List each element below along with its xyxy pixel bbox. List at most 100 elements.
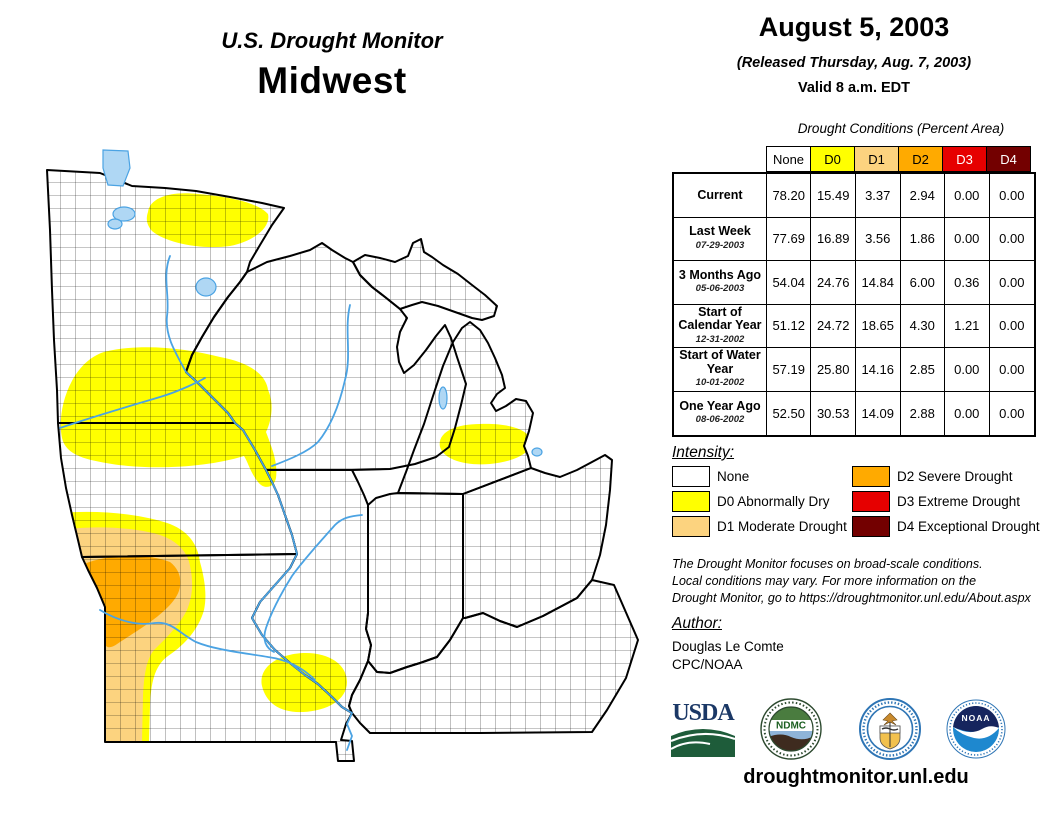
county-boundaries: [47, 170, 638, 761]
row-label: Current: [697, 187, 743, 202]
valid-time: Valid 8 a.m. EDT: [797, 80, 910, 96]
row-label: 3 Months Ago: [678, 267, 762, 282]
legend-label: D4 Exceptional Drought: [897, 519, 1040, 534]
value-d3: 0.00: [945, 217, 990, 260]
value-d0: 24.72: [811, 304, 856, 347]
table-row-start-calendar-year: Start of Calendar Year 12-31-2002 51.12 2…: [674, 304, 1034, 348]
legend-swatch-d3: [852, 491, 890, 512]
value-d4: 0.00: [999, 231, 1025, 247]
disclaimer-line: Drought Monitor, go to https://droughtmo…: [672, 591, 1031, 605]
value-d3: 1.21: [945, 304, 990, 347]
row-date: 05-06-2003: [695, 283, 745, 295]
table-header-row: None D0 D1 D2 D3 D4: [766, 146, 1036, 172]
legend-swatch-d4: [852, 516, 890, 537]
department-of-commerce-seal: [859, 698, 921, 760]
column-header-d2: D2: [898, 146, 943, 172]
value-d0: 25.80: [811, 348, 856, 391]
value-d1: 3.56: [856, 217, 901, 260]
row-date: 07-29-2003: [695, 239, 745, 251]
table-row-3-months-ago: 3 Months Ago 05-06-2003 54.04 24.76 14.84…: [674, 261, 1034, 305]
author-name: Douglas Le Comte: [672, 639, 784, 654]
row-date: 08-06-2002: [695, 414, 745, 426]
value-d2: 2.94: [901, 174, 946, 217]
value-d1: 18.65: [856, 304, 901, 347]
value-d2: 2.88: [901, 391, 946, 435]
value-d2: 6.00: [901, 261, 946, 304]
value-none: 77.69: [767, 217, 812, 260]
value-d2: 2.85: [901, 348, 946, 391]
disclaimer: The Drought Monitor focuses on broad-sca…: [672, 556, 1052, 607]
row-label: One Year Ago: [679, 398, 761, 413]
value-d3: 0.00: [945, 391, 990, 435]
drought-conditions-table: None D0 D1 D2 D3 D4 Current 78.20 15.49 …: [672, 146, 1036, 437]
state-michigan-upper-peninsula: [352, 238, 498, 321]
author-heading: Author:: [672, 615, 722, 632]
red-lake: [112, 206, 136, 222]
usda-logo: USDA: [672, 700, 734, 726]
value-d2: 1.86: [901, 217, 946, 260]
value-none: 57.19: [767, 348, 812, 391]
value-d0: 30.53: [811, 391, 856, 435]
legend-swatch-d0: [672, 491, 710, 512]
ndmc-logo-text: NDMC: [776, 721, 806, 732]
lake-mille-lacs: [195, 277, 217, 297]
column-header-d4: D4: [986, 146, 1031, 172]
value-d3: 0.00: [945, 174, 990, 217]
red-lake-lower: [107, 218, 123, 230]
legend-label: D0 Abnormally Dry: [717, 494, 830, 509]
value-d0: 16.89: [811, 217, 856, 260]
value-none: 51.12: [767, 304, 812, 347]
row-date: 12-31-2002: [695, 333, 745, 345]
value-d4: 0.00: [999, 405, 1025, 421]
table-row-start-water-year: Start of Water Year 10-01-2002 57.19 25.8…: [674, 348, 1034, 392]
value-d2: 4.30: [901, 304, 946, 347]
row-label: Last Week: [689, 224, 751, 239]
legend-swatch-d1: [672, 516, 710, 537]
table-caption: Drought Conditions (Percent Area): [797, 121, 1005, 136]
value-d4: 0.00: [999, 361, 1025, 377]
table-row-last-week: Last Week 07-29-2003 77.69 16.89 3.56 1.8…: [674, 217, 1034, 261]
column-header-d0: D0: [810, 146, 855, 172]
legend-label: D1 Moderate Drought: [717, 519, 847, 534]
table-row-current: Current 78.20 15.49 3.37 2.94 0.00 0.00: [674, 174, 1034, 218]
value-d0: 24.76: [811, 261, 856, 304]
value-d0: 15.49: [811, 174, 856, 217]
value-d1: 14.16: [856, 348, 901, 391]
value-none: 78.20: [767, 174, 812, 217]
legend-swatch-d2: [852, 466, 890, 487]
disclaimer-line: The Drought Monitor focuses on broad-sca…: [672, 557, 983, 571]
minnesota-river: [59, 377, 206, 429]
missouri-river: [99, 609, 316, 681]
noaa-logo: NOAA: [946, 699, 1006, 759]
state-kentucky: [348, 579, 639, 734]
lake-st-clair: [531, 447, 543, 457]
release-date: (Released Thursday, Aug. 7, 2003): [736, 55, 972, 71]
disclaimer-line: Local conditions may vary. For more info…: [672, 574, 977, 588]
table-row-one-year-ago: One Year Ago 08-06-2002 52.50 30.53 14.09…: [674, 391, 1034, 435]
legend-label: D2 Severe Drought: [897, 469, 1013, 484]
value-d3: 0.00: [945, 348, 990, 391]
rivers: [59, 255, 363, 751]
illinois-river: [263, 514, 363, 653]
region-title: Midwest: [257, 60, 407, 101]
report-title: U.S. Drought Monitor: [221, 28, 443, 53]
legend-swatch-none: [672, 466, 710, 487]
value-d4: 0.00: [999, 318, 1025, 334]
noaa-logo-text: NOAA: [961, 713, 990, 723]
wisconsin-river: [271, 304, 351, 467]
value-d4: 0.00: [999, 187, 1025, 203]
column-header-d1: D1: [854, 146, 899, 172]
usda-fields-icon: [670, 729, 736, 757]
value-d1: 14.09: [856, 391, 901, 435]
row-label: Start of Calendar Year: [678, 304, 762, 332]
table-body: Current 78.20 15.49 3.37 2.94 0.00 0.00 …: [672, 172, 1036, 437]
row-label: Start of Water Year: [679, 348, 761, 376]
lake-winnebago: [438, 386, 448, 410]
column-header-d3: D3: [942, 146, 987, 172]
droughtmonitor-url-link[interactable]: droughtmonitor.unl.edu: [743, 766, 969, 788]
state-michigan-lower-peninsula: [397, 321, 534, 495]
column-header-none: None: [766, 146, 811, 172]
legend-label: D3 Extreme Drought: [897, 494, 1021, 509]
author-org: CPC/NOAA: [672, 657, 743, 672]
